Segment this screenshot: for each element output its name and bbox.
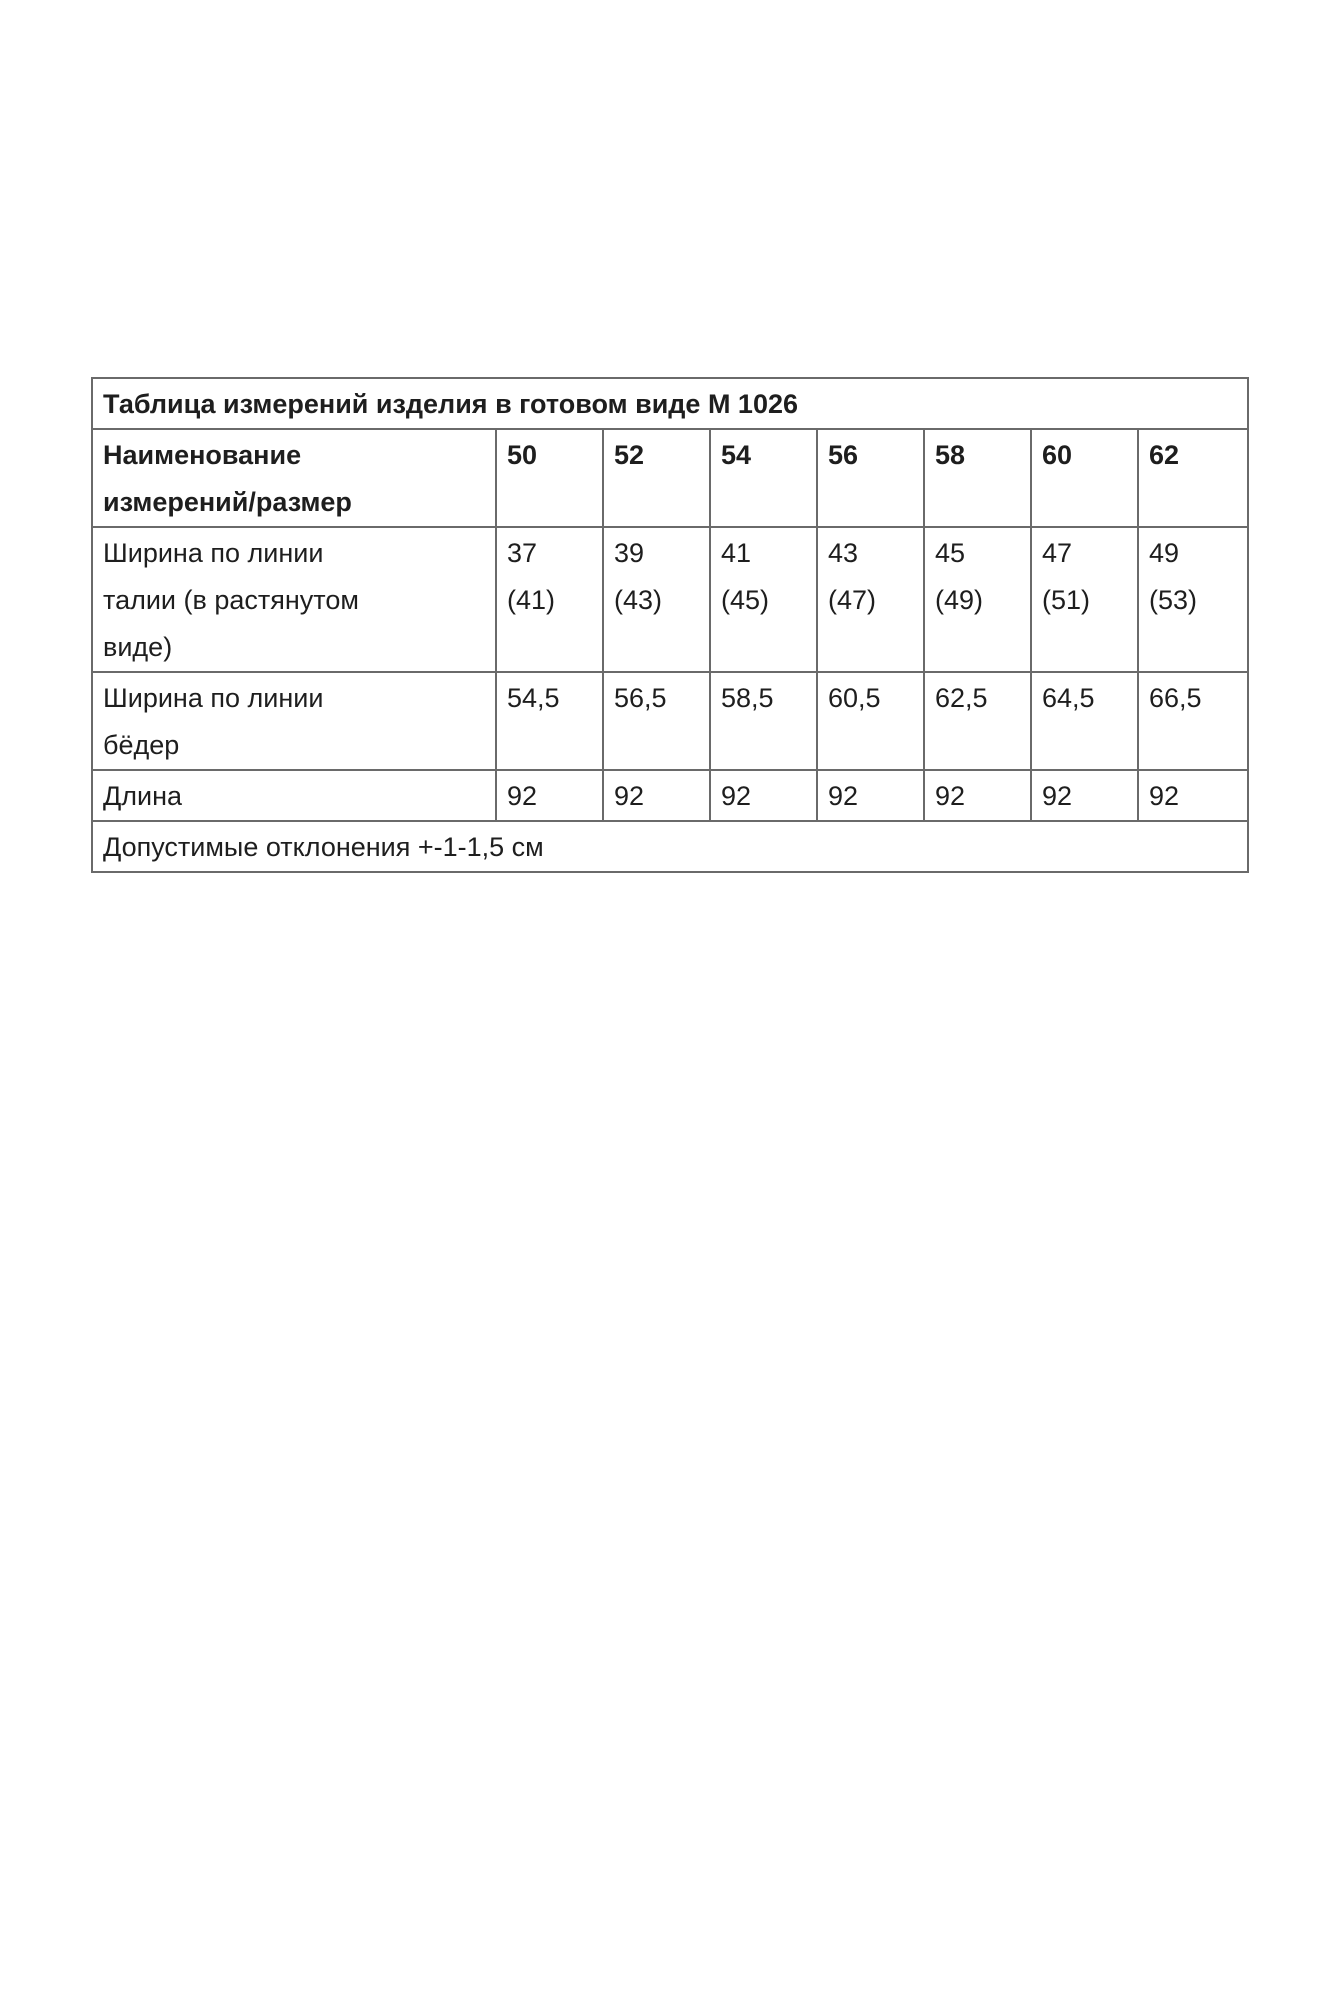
value-line: 92 [1042,781,1073,811]
measurement-value: 92 [709,769,818,822]
measurement-label-line: бёдер [103,730,180,760]
value-line: 60,5 [828,683,881,713]
measurement-value: 92 [495,769,604,822]
measurement-value: 47 (51) [1030,526,1139,673]
measurement-value: 92 [1137,769,1249,822]
value-line: (45) [721,585,770,615]
value-line: (53) [1149,585,1198,615]
value-line: 92 [507,781,538,811]
value-line: (47) [828,585,877,615]
measurement-value: 62,5 [923,671,1032,771]
size-header: 52 [602,428,711,528]
measurement-value: 43 (47) [816,526,925,673]
table-title: Таблица измерений изделия в готовом виде… [91,377,1249,430]
value-line: 37 [507,538,538,568]
measurement-value: 92 [816,769,925,822]
value-line: (51) [1042,585,1091,615]
measurement-label-line: Ширина по линии [103,683,324,713]
value-line: 66,5 [1149,683,1202,713]
measurement-label-line: талии (в растянутом [103,585,359,615]
measurement-value: 54,5 [495,671,604,771]
measurement-value: 56,5 [602,671,711,771]
value-line: 49 [1149,538,1180,568]
tolerance-note: Допустимые отклонения +-1-1,5 см [91,820,1249,873]
value-line: 56,5 [614,683,667,713]
value-line: 64,5 [1042,683,1095,713]
measurement-value: 64,5 [1030,671,1139,771]
table-header-row: Наименование измерений/размер 50 52 54 5… [91,428,1249,528]
measurement-label: Ширина по линии бёдер [91,671,497,771]
value-line: 58,5 [721,683,774,713]
value-line: 92 [614,781,645,811]
size-header: 60 [1030,428,1139,528]
value-line: (43) [614,585,663,615]
measurement-label: Длина [91,769,497,822]
measurement-label-line: виде) [103,632,173,662]
measurement-label-line: Ширина по линии [103,538,324,568]
header-label-line: Наименование [103,440,302,470]
size-header: 58 [923,428,1032,528]
value-line: 43 [828,538,859,568]
size-header: 54 [709,428,818,528]
value-line: 92 [1149,781,1180,811]
measurement-label: Ширина по линии талии (в растянутом виде) [91,526,497,673]
measurement-table: Таблица измерений изделия в готовом виде… [91,377,1249,873]
value-line: 92 [721,781,752,811]
measurement-value: 92 [1030,769,1139,822]
header-label-line: измерений/размер [103,487,352,517]
measurement-value: 49 (53) [1137,526,1249,673]
table-row: Ширина по линии бёдер 54,5 56,5 58,5 60,5 62,5… [91,671,1249,771]
table-row: Ширина по линии талии (в растянутом виде) 3… [91,526,1249,673]
table-title-row: Таблица измерений изделия в готовом виде… [91,377,1249,430]
value-line: 62,5 [935,683,988,713]
size-header: 62 [1137,428,1249,528]
table-note-row: Допустимые отклонения +-1-1,5 см [91,820,1249,873]
size-header: 50 [495,428,604,528]
table-row: Длина 92 92 92 92 92 92 92 [91,769,1249,822]
header-label: Наименование измерений/размер [91,428,497,528]
measurement-label-line: Длина [103,781,183,811]
value-line: 47 [1042,538,1073,568]
measurement-value: 66,5 [1137,671,1249,771]
value-line: 54,5 [507,683,560,713]
measurement-value: 39 (43) [602,526,711,673]
value-line: 45 [935,538,966,568]
measurement-value: 92 [923,769,1032,822]
value-line: (41) [507,585,556,615]
value-line: (49) [935,585,984,615]
measurement-value: 60,5 [816,671,925,771]
measurement-value: 37 (41) [495,526,604,673]
measurement-value: 58,5 [709,671,818,771]
size-header: 56 [816,428,925,528]
measurement-value: 41 (45) [709,526,818,673]
value-line: 41 [721,538,752,568]
measurement-value: 45 (49) [923,526,1032,673]
value-line: 92 [828,781,859,811]
value-line: 92 [935,781,966,811]
value-line: 39 [614,538,645,568]
measurement-value: 92 [602,769,711,822]
